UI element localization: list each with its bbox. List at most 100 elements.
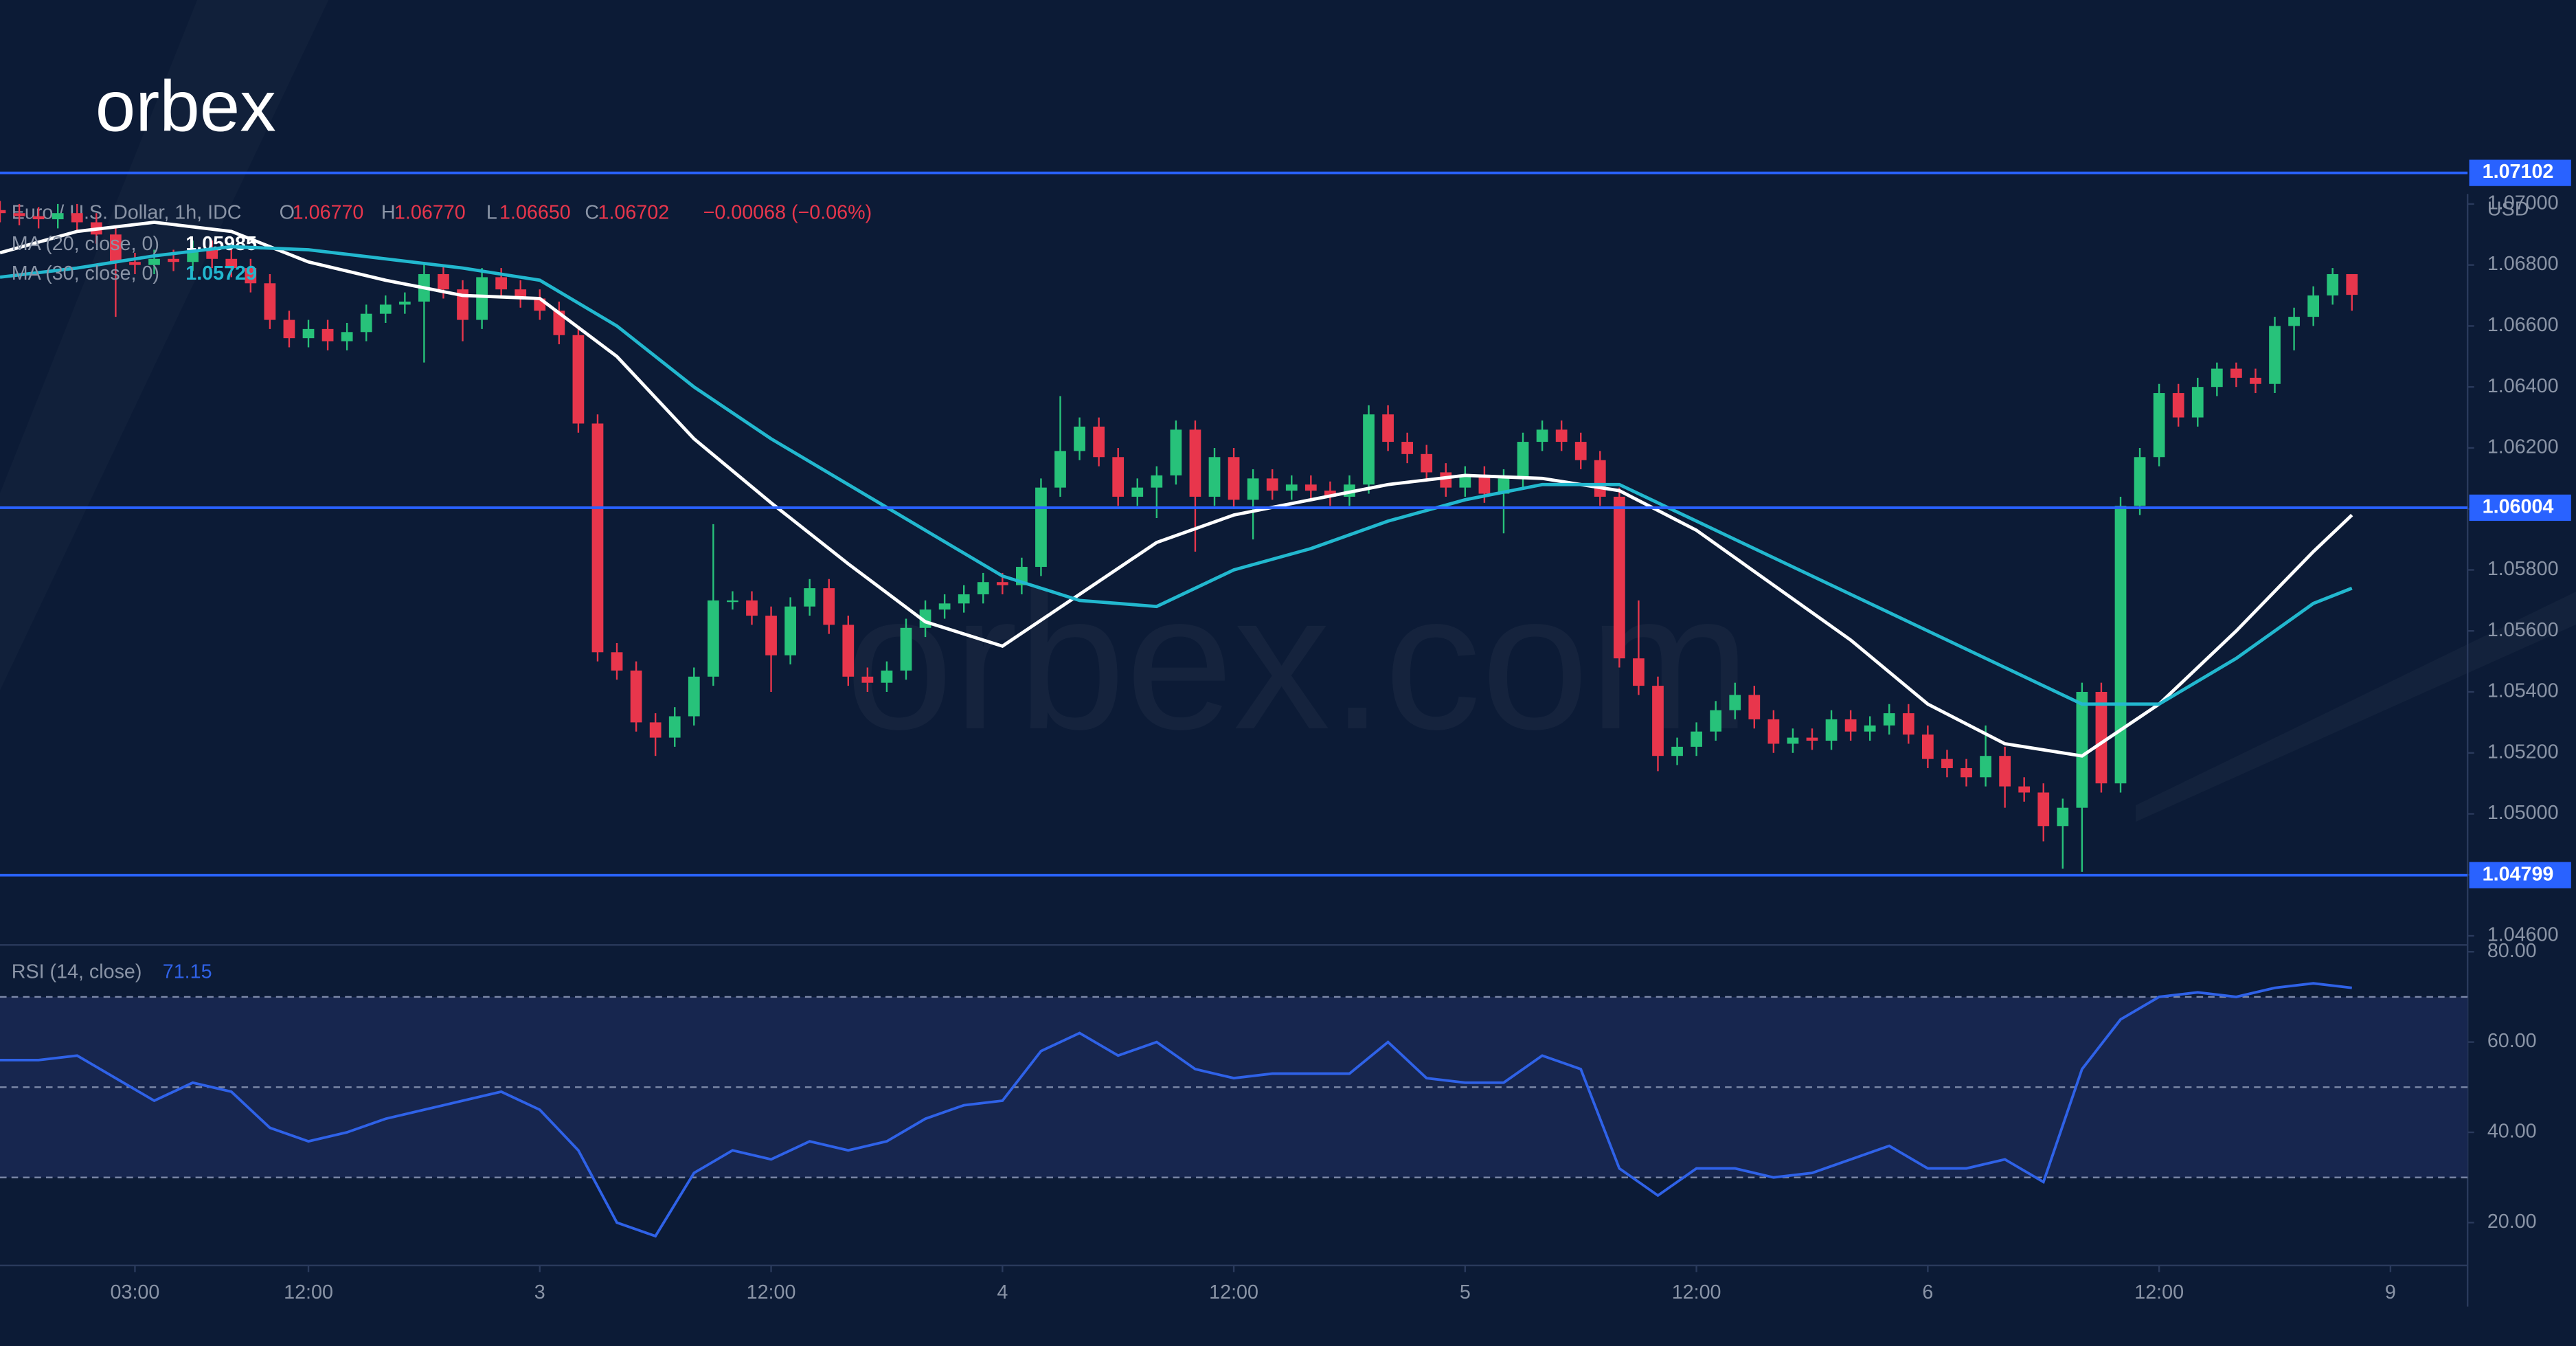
candle-body bbox=[881, 670, 893, 683]
stat-value: 1.06702 bbox=[598, 202, 670, 224]
candle-body bbox=[2288, 317, 2300, 326]
candle-body bbox=[1285, 484, 1298, 491]
candle-body bbox=[1883, 713, 1895, 726]
candle-body bbox=[302, 328, 315, 339]
candle-body bbox=[1363, 414, 1375, 485]
level-tag bbox=[2469, 159, 2571, 186]
candle-body bbox=[1517, 442, 1529, 479]
candle-body bbox=[861, 676, 874, 683]
rsi-line bbox=[0, 982, 2352, 1238]
legend-value: 71.15 bbox=[163, 961, 212, 983]
legend-name: RSI (14, close) bbox=[12, 961, 142, 983]
candle-body bbox=[1825, 719, 1838, 741]
candle-body bbox=[283, 319, 295, 339]
candle-body bbox=[1922, 734, 1934, 759]
candle-body bbox=[1787, 737, 1799, 744]
candle-body bbox=[668, 716, 681, 738]
candle-body bbox=[1748, 695, 1761, 719]
stat-value: 1.06770 bbox=[293, 202, 364, 224]
y-tick-label: 1.05400 bbox=[2487, 680, 2559, 702]
candle-body bbox=[591, 423, 604, 653]
candle-body bbox=[1613, 496, 1625, 659]
candle-body bbox=[1247, 478, 1259, 500]
candle-body bbox=[1767, 719, 1780, 744]
candle-body bbox=[1093, 426, 1105, 458]
candle-body bbox=[129, 262, 141, 265]
candle-body bbox=[649, 722, 662, 738]
candle-body bbox=[1035, 487, 1047, 568]
candle-body bbox=[148, 258, 160, 265]
x-tick-label: 12:00 bbox=[1672, 1281, 1721, 1303]
y-tick-label: 80.00 bbox=[2487, 940, 2537, 962]
candle-body bbox=[1266, 478, 1278, 491]
candle-body bbox=[1054, 451, 1066, 488]
candle-body bbox=[1536, 429, 1548, 442]
candle-body bbox=[1574, 442, 1587, 460]
candle-body bbox=[2250, 377, 2261, 384]
stat-key: H bbox=[381, 202, 396, 224]
candle-body bbox=[1401, 442, 1414, 454]
candle-body bbox=[2307, 295, 2320, 317]
candle-body bbox=[321, 328, 334, 341]
y-tick-label: 60.00 bbox=[2487, 1030, 2537, 1052]
watermark: orbex.com bbox=[846, 553, 1750, 770]
stat-value: −0.00068 (−0.06%) bbox=[703, 202, 872, 224]
stat-value: 1.06770 bbox=[394, 202, 466, 224]
level-tag bbox=[2469, 494, 2571, 521]
ma-line bbox=[0, 221, 2353, 758]
candle-body bbox=[2134, 457, 2146, 506]
candle-body bbox=[1131, 487, 1144, 497]
candle-body bbox=[958, 594, 970, 604]
x-tick-label: 12:00 bbox=[1209, 1281, 1258, 1303]
legend-value: 1.05729 bbox=[185, 262, 257, 284]
candle-body bbox=[1902, 713, 1914, 735]
candle-body bbox=[1324, 491, 1336, 497]
x-tick-label: 9 bbox=[2385, 1281, 2396, 1303]
candle-body bbox=[1498, 478, 1510, 494]
y-tick-label: 1.06200 bbox=[2487, 436, 2559, 458]
candle-body bbox=[823, 588, 835, 625]
x-tick-label: 6 bbox=[1922, 1281, 1933, 1303]
candle-body bbox=[2076, 691, 2088, 808]
candle-body bbox=[398, 301, 411, 305]
candle-body bbox=[630, 670, 642, 723]
y-tick-label: 1.05200 bbox=[2487, 741, 2559, 763]
candle-body bbox=[1208, 457, 1221, 497]
candle-body bbox=[2057, 807, 2069, 827]
candle-body bbox=[2172, 393, 2184, 418]
candle-body bbox=[688, 676, 700, 717]
candle-body bbox=[2211, 368, 2223, 388]
symbol-header: Euro / U.S. Dollar, 1h, IDC bbox=[12, 202, 242, 224]
candle-body bbox=[32, 216, 45, 220]
candle-body bbox=[2269, 326, 2281, 384]
candle-body bbox=[360, 313, 372, 333]
candle-body bbox=[13, 213, 25, 216]
candle-body bbox=[842, 625, 855, 677]
x-tick-label: 12:00 bbox=[747, 1281, 796, 1303]
candle-body bbox=[727, 600, 738, 603]
candle-body bbox=[804, 588, 816, 607]
candle-body bbox=[1112, 457, 1125, 497]
candle-body bbox=[611, 652, 623, 671]
candle-body bbox=[1151, 475, 1163, 488]
y-tick-label: 40.00 bbox=[2487, 1121, 2537, 1143]
y-tick-label: 1.06800 bbox=[2487, 253, 2559, 275]
candle-body bbox=[2153, 393, 2165, 458]
candle-body bbox=[1421, 453, 1433, 473]
candle-body bbox=[1941, 759, 1953, 768]
candle-body bbox=[341, 332, 353, 341]
candle-body bbox=[1710, 710, 1722, 732]
legend-name: MA (30, close, 0) bbox=[12, 262, 159, 284]
candle-body bbox=[1652, 686, 1664, 756]
candle-body bbox=[264, 283, 276, 320]
candle-body bbox=[1459, 475, 1471, 488]
candle-body bbox=[2230, 368, 2242, 378]
y-tick-label: 1.06400 bbox=[2487, 375, 2559, 397]
stat-key: L bbox=[486, 202, 497, 224]
y-tick-label: 1.05000 bbox=[2487, 802, 2559, 824]
candle-body bbox=[225, 258, 238, 269]
y-tick-label: 1.06600 bbox=[2487, 314, 2559, 336]
candle-body bbox=[2018, 786, 2031, 793]
level-label: 1.04799 bbox=[2483, 863, 2554, 885]
